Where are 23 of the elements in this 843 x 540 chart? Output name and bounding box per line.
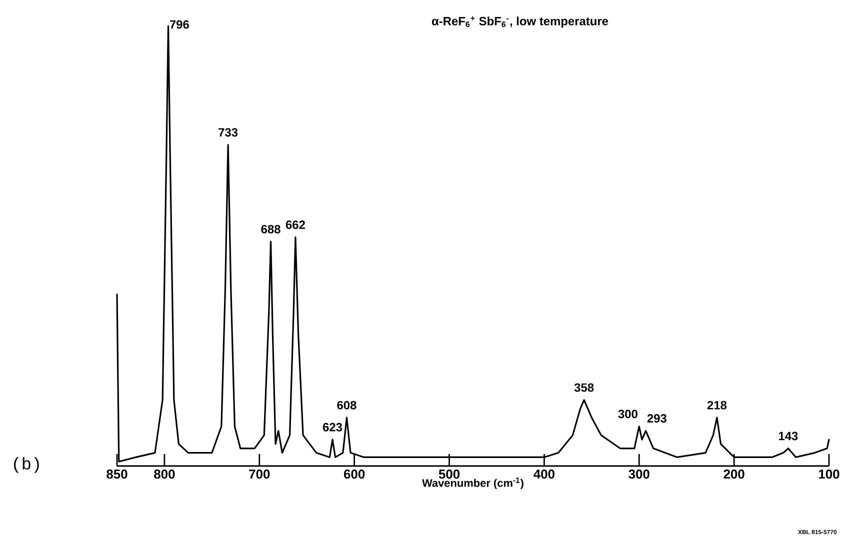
annotation: 608 bbox=[337, 400, 356, 410]
annotation: 143 bbox=[778, 432, 798, 440]
x-tick-label: 500 bbox=[438, 470, 460, 479]
x-tick-label: 400 bbox=[534, 470, 554, 479]
annotation: 662 bbox=[286, 220, 305, 229]
annotation: 623 bbox=[322, 422, 342, 432]
x-axis-title: Wavenumber (cm$^{-1}$) bbox=[422, 478, 524, 490]
annotation: 688 bbox=[261, 224, 280, 234]
annotation: 300 bbox=[618, 410, 638, 418]
x-tick-label: 850 bbox=[106, 470, 128, 479]
annotation: 358 bbox=[574, 383, 594, 392]
x-tick-label: 200 bbox=[724, 470, 744, 479]
x-tick-label: 300 bbox=[628, 470, 650, 479]
x-tick-label: 800 bbox=[154, 470, 175, 479]
annotation: 796 bbox=[170, 20, 189, 29]
text: (b) bbox=[14, 457, 39, 473]
x-tick-label: 700 bbox=[249, 470, 270, 479]
annotation: 733 bbox=[218, 128, 238, 137]
x-tick-label: 600 bbox=[344, 470, 365, 479]
annotation: 218 bbox=[707, 400, 727, 410]
x-tick-label: 100 bbox=[819, 470, 840, 479]
annotation: 293 bbox=[647, 414, 666, 423]
chart-title: α-ReF$_{6}$$^{+}$ SbF$_{6}$$^{-}$, low temperature bbox=[432, 16, 608, 28]
